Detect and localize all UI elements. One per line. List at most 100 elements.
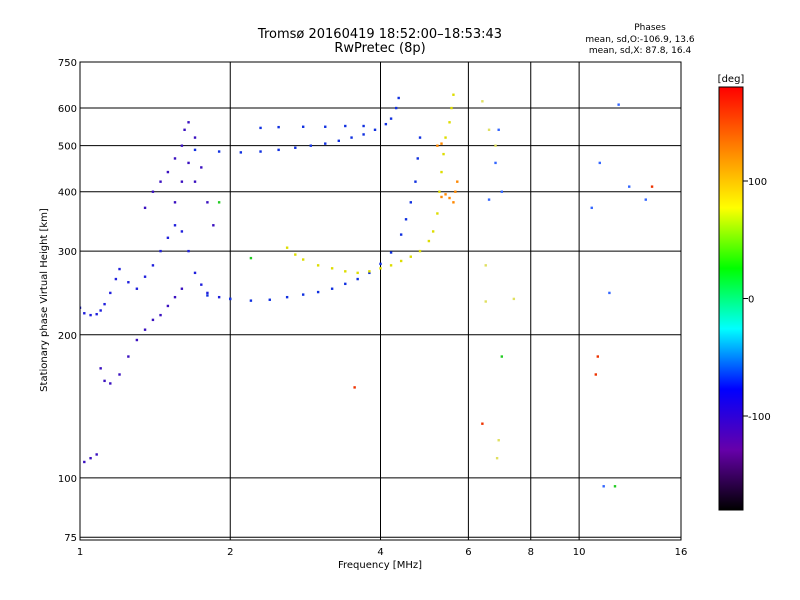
x-tick-label: 16 [675,547,688,558]
data-point [316,264,320,267]
data-point [384,122,388,126]
data-point [187,249,190,253]
data-point [330,287,334,290]
data-point [394,106,398,110]
trace [80,224,232,317]
colorbar-tick-label: 0 [748,295,754,306]
data-point [368,270,371,273]
data-point [180,180,184,183]
data-point [249,256,253,260]
data-point [409,255,412,258]
data-point [436,144,439,147]
data-point [118,373,121,376]
data-point [324,142,327,145]
data-point [173,201,177,204]
data-point [83,460,86,464]
data-point [436,212,439,215]
data-point [99,367,102,370]
data-point [159,249,162,253]
data-point [80,306,82,309]
x-axis-ticks: 1 2 4 6 8 10 16 [77,547,688,558]
phase-info-title: Phases [634,23,666,33]
data-point [143,328,147,331]
trace [193,96,400,154]
data-point [89,313,92,317]
data-point [512,297,516,301]
data-point [389,251,393,254]
data-point [151,264,155,267]
y-tick-label: 600 [58,104,77,115]
data-point [268,298,271,301]
data-point [301,258,305,261]
data-point [497,128,500,131]
data-point [613,485,617,488]
data-point [356,271,359,275]
data-point [379,262,382,266]
data-point [193,271,197,275]
data-point [373,128,377,131]
data-point [487,198,491,201]
data-point [200,166,203,169]
data-point [444,193,447,196]
data-point [239,151,243,154]
grid-lines [80,62,681,540]
data-point [83,312,86,315]
data-point [494,144,497,147]
data-point [608,291,611,295]
data-point [399,259,403,263]
data-point [200,283,203,286]
data-point [452,93,455,96]
data-point [301,125,305,128]
data-point [444,136,447,139]
data-point [330,267,334,270]
data-point [438,190,441,193]
data-point [427,239,431,243]
data-point [617,103,620,106]
x-tick-label: 10 [573,547,586,558]
data-point [598,161,601,165]
data-point [114,277,118,281]
chart-title: Tromsø 20160419 18:52:00–18:53:43 [257,27,502,42]
data-point [212,224,215,227]
data-point [356,277,359,281]
data-points [80,93,654,488]
data-point [596,355,599,358]
plot-frame [79,61,682,541]
data-point [173,224,177,227]
trace [83,287,184,464]
data-point [399,233,403,236]
data-point [217,150,221,153]
data-point [143,206,147,210]
x-tick-label: 4 [377,547,383,558]
y-tick-label: 500 [58,142,77,153]
data-point [442,152,445,156]
data-point [484,300,487,303]
data-point [285,295,289,299]
data-point [95,312,98,316]
data-point [118,267,121,271]
data-point [362,124,365,128]
data-point [440,195,443,199]
data-point [316,290,320,294]
data-point [135,338,139,342]
data-point [193,136,197,139]
data-point [448,121,451,124]
data-point [409,201,412,204]
data-point [404,218,408,221]
data-point [166,236,170,239]
data-point [109,291,112,295]
data-point [602,485,605,488]
data-point [500,355,504,358]
data-point [379,267,382,270]
phase-info-o: mean, sd,O:-106.9, 13.6 [585,35,695,45]
data-point [159,180,162,183]
data-point [277,148,280,152]
data-point [109,382,112,385]
data-point [397,96,400,100]
data-point [418,136,422,139]
data-point [103,379,106,383]
data-point [448,196,451,200]
data-point [206,291,209,295]
colorbar-ticks: 100 0 -100 [743,177,771,423]
data-point [193,148,197,152]
